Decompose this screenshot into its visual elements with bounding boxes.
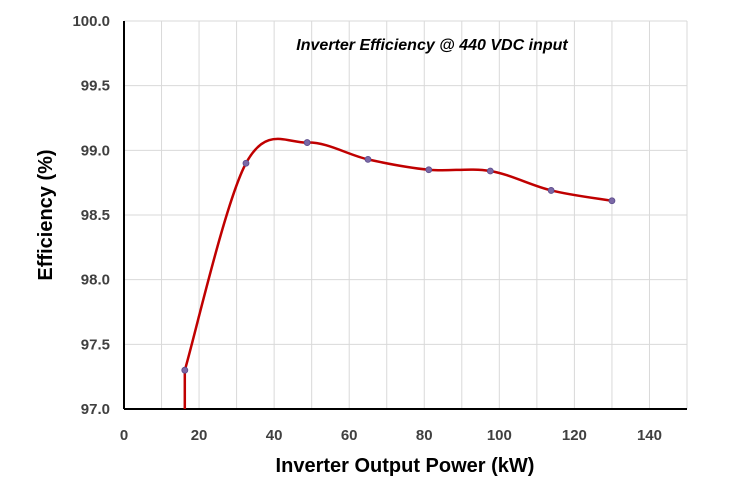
x-axis-title: Inverter Output Power (kW) (276, 455, 535, 477)
y-tick-label: 99.5 (81, 78, 110, 95)
data-point (364, 155, 372, 163)
y-tick-label: 98.5 (81, 207, 110, 224)
data-point (303, 139, 311, 146)
data-point (425, 166, 433, 174)
y-tick-label: 97.5 (81, 336, 110, 353)
x-tick-label: 140 (637, 427, 662, 444)
y-tick-label: 98.0 (81, 272, 110, 289)
data-point (547, 187, 555, 194)
y-tick-label: 97.0 (81, 401, 110, 418)
data-point (608, 197, 616, 205)
data-point (486, 167, 494, 175)
axes (123, 21, 687, 410)
chart-title: Inverter Efficiency @ 440 VDC input (296, 37, 568, 54)
y-tick-labels: 97.0 97.5 98.0 98.5 99.0 99.5 100.0 (72, 13, 110, 418)
series-line (183, 137, 613, 409)
x-tick-label: 0 (120, 427, 128, 444)
x-tick-label: 120 (562, 427, 587, 444)
y-axis-title: Efficiency (%) (35, 149, 57, 280)
x-tick-label: 60 (341, 427, 358, 444)
data-point (242, 159, 250, 167)
x-tick-label: 100 (487, 427, 512, 444)
y-tick-label: 100.0 (72, 13, 110, 30)
series (181, 137, 616, 409)
grid (124, 20, 688, 409)
x-tick-label: 40 (266, 427, 283, 444)
x-tick-labels: 0 20 40 60 80 100 120 140 (120, 427, 662, 444)
x-tick-label: 80 (416, 427, 433, 444)
data-point (181, 366, 189, 374)
x-tick-label: 20 (191, 427, 208, 444)
y-tick-label: 99.0 (81, 142, 110, 159)
